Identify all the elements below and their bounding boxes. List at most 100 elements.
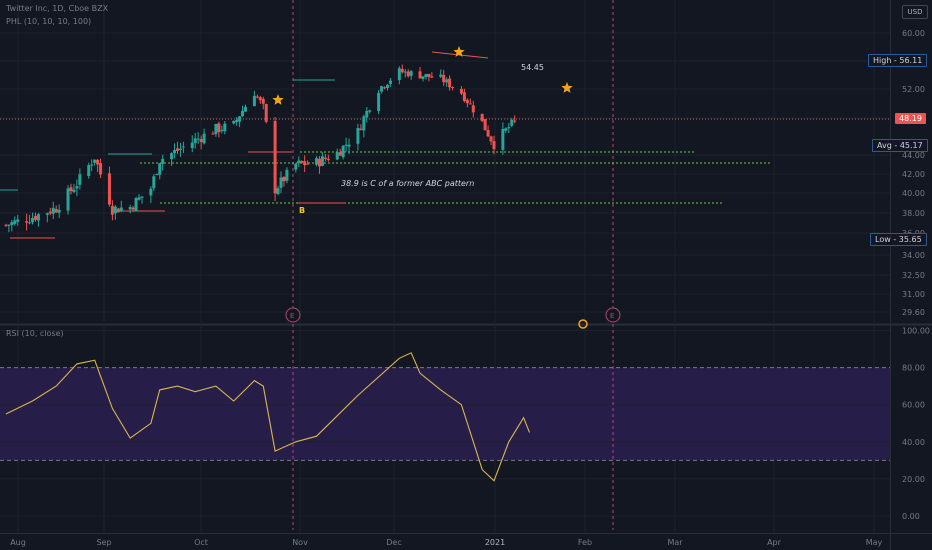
candle-body — [75, 186, 79, 189]
candle-body — [90, 164, 94, 166]
candle-body — [317, 158, 321, 167]
price-tick-label: 60.00 — [902, 29, 925, 38]
rsi-tick-label: 0.00 — [902, 512, 920, 521]
price-tick-label: 32.50 — [902, 271, 925, 280]
rsi-line — [5, 352, 531, 482]
candle-body — [338, 152, 342, 156]
candle-body — [465, 99, 469, 104]
candle-body — [492, 141, 496, 150]
candle-body — [13, 220, 17, 224]
candle-body — [279, 177, 283, 188]
candle-body — [315, 158, 319, 165]
candle-body — [190, 142, 194, 149]
candle-body — [202, 133, 206, 144]
last-price-tag: 48.19 — [895, 113, 926, 124]
indicator-title: PHL (10, 10, 10, 100) — [6, 17, 92, 26]
candle-body — [99, 163, 103, 175]
candle-body — [149, 188, 153, 196]
candle-body — [489, 136, 493, 142]
candle-body — [57, 209, 61, 213]
candle-body — [320, 156, 324, 166]
star-icon — [453, 46, 465, 57]
candle-body — [445, 79, 449, 83]
candle-body — [140, 196, 144, 198]
time-tick-label: 2021 — [485, 538, 505, 547]
candle-body — [347, 144, 351, 147]
candle-body — [48, 211, 52, 214]
candle-body — [258, 97, 262, 101]
candle-body — [16, 219, 20, 222]
candle-body — [365, 110, 369, 118]
candle-body — [430, 76, 434, 78]
time-tick-label: Mar — [667, 538, 683, 547]
candle-body — [303, 161, 307, 166]
candle-body — [93, 159, 97, 163]
candle-body — [152, 176, 156, 189]
candle-body — [359, 128, 363, 130]
candle-body — [7, 224, 11, 226]
candle-body — [471, 105, 475, 113]
time-tick-label: Oct — [194, 538, 208, 547]
candle-body — [4, 224, 8, 226]
candle-body — [54, 208, 58, 213]
low-tag: Low - 35.65 — [870, 233, 927, 246]
low-tag-label: Low — [875, 235, 891, 244]
candle-body — [462, 92, 466, 102]
b-label: B — [299, 206, 305, 215]
candle-body — [25, 221, 29, 223]
candle-body — [326, 158, 330, 161]
avg-tag-value: 45.17 — [899, 141, 923, 150]
candle-body — [223, 123, 227, 132]
earnings-label: E — [610, 312, 614, 320]
rsi-tick-label: 60.00 — [902, 401, 925, 410]
abc-annotation: 38.9 is C of a former ABC pattern — [341, 179, 475, 188]
candle-body — [424, 74, 428, 77]
candle-body — [36, 214, 40, 221]
candle-body — [442, 74, 446, 83]
rsi-tick-label: 80.00 — [902, 364, 925, 373]
time-tick-label: Feb — [578, 538, 592, 547]
avg-tag: Avg - 45.17 — [872, 139, 928, 152]
currency-button[interactable]: USD — [902, 5, 928, 19]
candle-body — [45, 213, 49, 215]
candle-body — [282, 177, 286, 182]
candle-body — [28, 222, 32, 224]
candle-body — [510, 119, 514, 126]
candle-body — [178, 148, 182, 151]
price-tick-label: 34.00 — [902, 251, 925, 260]
candle-body — [252, 95, 256, 107]
candle-body — [273, 120, 277, 194]
candle-body — [276, 188, 280, 194]
star-icon — [561, 82, 573, 93]
time-tick-label: Apr — [767, 538, 782, 547]
candle-body — [459, 88, 463, 94]
candle-body — [385, 84, 389, 88]
rsi-tick-label: 20.00 — [902, 475, 925, 484]
candle-body — [468, 103, 472, 105]
rsi-tick-label: 100.00 — [902, 327, 930, 336]
candle-body — [483, 119, 487, 131]
price-tick-label: 29.60 — [902, 308, 925, 317]
candle-body — [78, 174, 82, 185]
candle-body — [175, 148, 179, 151]
candle-body — [368, 110, 372, 112]
candle-body — [232, 121, 236, 124]
candle-body — [116, 208, 120, 213]
candle-body — [439, 74, 443, 77]
candle-body — [335, 152, 339, 160]
time-tick-label: May — [866, 538, 883, 547]
rsi-tick-label: 40.00 — [902, 438, 925, 447]
star-icon — [272, 94, 284, 105]
candle-body — [131, 207, 135, 210]
candle-body — [155, 174, 159, 176]
candle-body — [323, 157, 327, 159]
candle-body — [261, 98, 265, 104]
candle-body — [418, 71, 422, 79]
candle-body — [72, 189, 76, 192]
candle-body — [113, 206, 117, 214]
candle-body — [51, 207, 55, 214]
avg-tag-label: Avg — [877, 141, 892, 150]
earnings-icon — [605, 307, 621, 323]
candle-body — [255, 96, 259, 98]
